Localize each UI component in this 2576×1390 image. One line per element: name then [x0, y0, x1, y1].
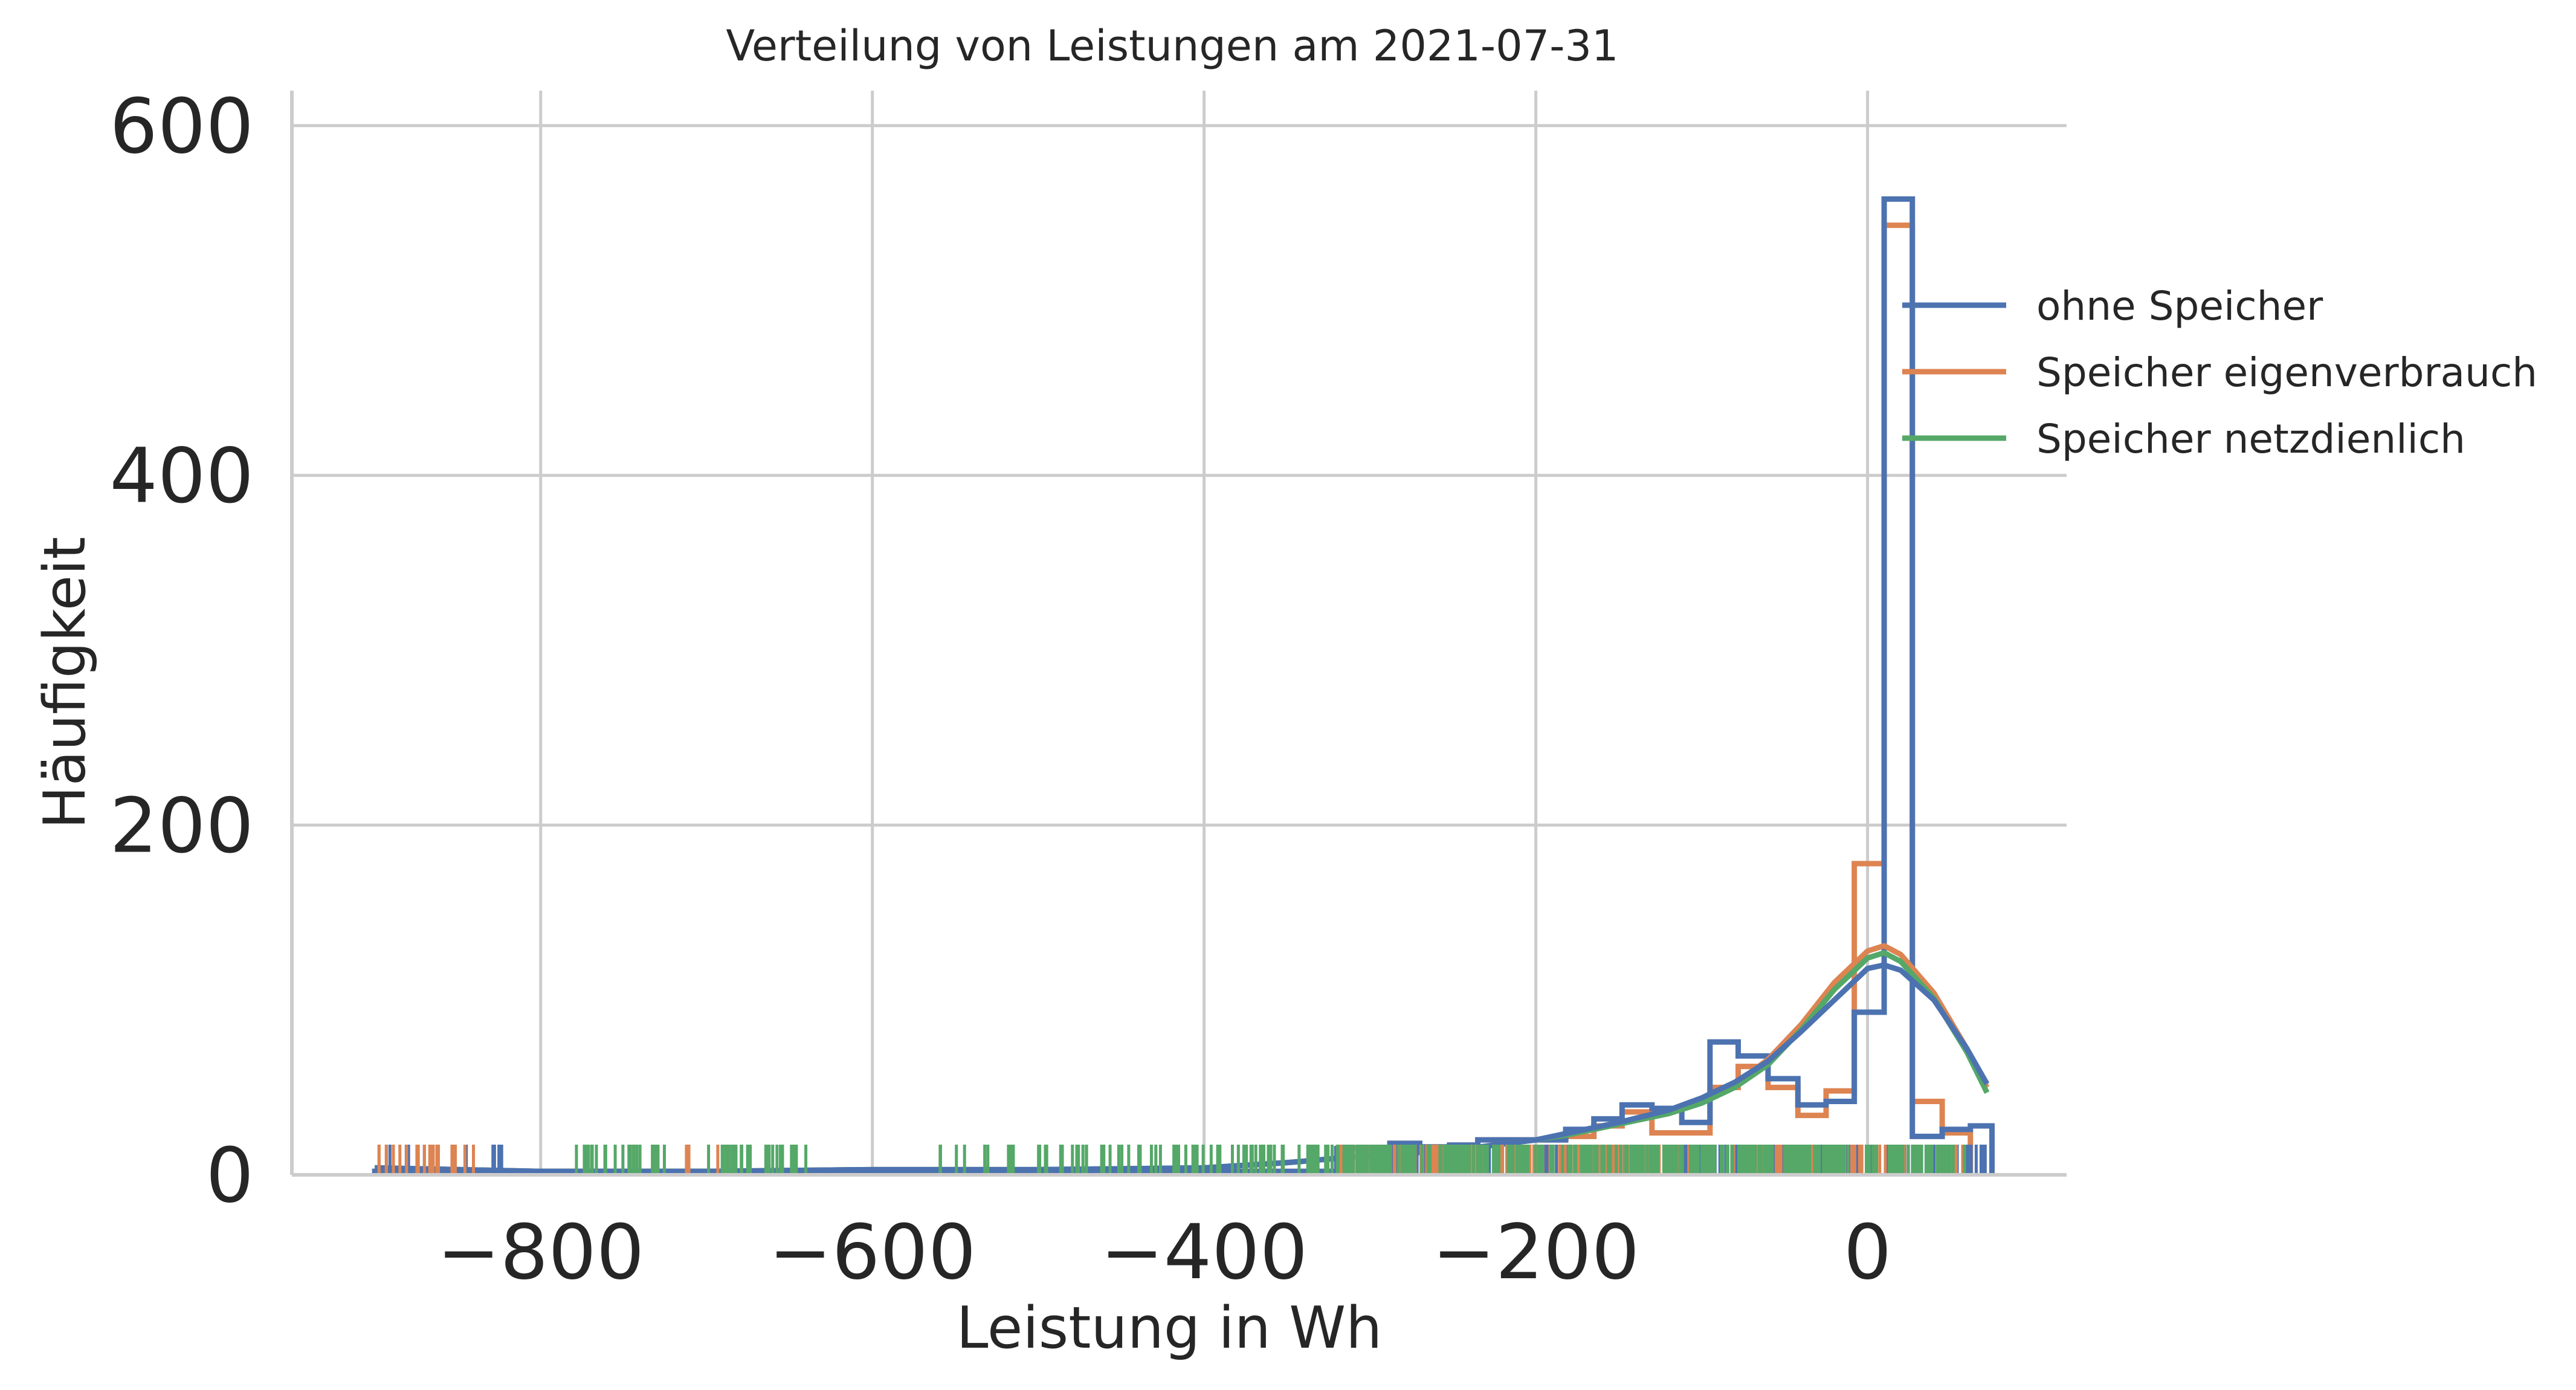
y-tick-label: 400: [109, 433, 254, 520]
y-tick-label: 200: [109, 782, 254, 870]
axes: [290, 91, 2067, 1177]
tick-labels: −800 −600 −400 −200 0 0 200 400 600: [109, 83, 1891, 1296]
legend: ohne Speicher Speicher eigenverbrauch Spei…: [1902, 283, 2537, 462]
chart-title: Verteilung von Leistungen am 2021-07-31: [726, 21, 1618, 71]
y-tick-label: 600: [109, 83, 254, 170]
rug-layer: [377, 1145, 1987, 1175]
legend-label-1: Speicher eigenverbrauch: [2036, 349, 2537, 396]
x-axis-label: Leistung in Wh: [957, 1295, 1383, 1362]
histogram-layer: [372, 196, 1995, 1175]
x-tick-label: −200: [1432, 1209, 1639, 1296]
x-tick-label: −400: [1100, 1209, 1308, 1296]
x-tick-label: 0: [1844, 1209, 1892, 1296]
legend-label-2: Speicher netzdienlich: [2036, 416, 2465, 462]
histogram-1: [372, 222, 1974, 1175]
histogram-0: [372, 196, 1995, 1175]
y-tick-label: 0: [205, 1132, 254, 1220]
grid-lines: [292, 91, 2067, 1177]
x-tick-label: −800: [437, 1209, 644, 1296]
legend-label-0: ohne Speicher: [2036, 283, 2323, 329]
y-axis-label: Häufigkeit: [32, 537, 98, 829]
kde-2: [375, 950, 1990, 1174]
x-tick-label: −600: [769, 1209, 976, 1296]
